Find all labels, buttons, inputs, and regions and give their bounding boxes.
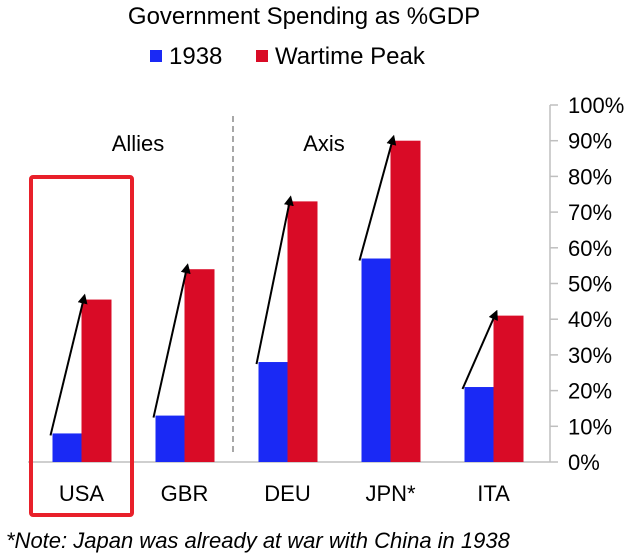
category-label-jpn: JPN* [365, 481, 416, 506]
chart-title: Government Spending as %GDP [128, 3, 480, 30]
arrow-deu [255, 195, 294, 365]
arrow-usa [49, 293, 88, 436]
bar-1938-deu [258, 362, 289, 462]
category-label-gbr: GBR [161, 481, 209, 506]
group-label-axis: Axis [303, 131, 345, 156]
legend-label-wartime-peak: Wartime Peak [275, 43, 426, 70]
category-labels: USA GBR DEU JPN* ITA [59, 481, 510, 506]
bar-1938-usa [52, 433, 83, 462]
group-label-allies: Allies [112, 131, 165, 156]
y-tick-label: 80% [568, 164, 612, 189]
bar-1938-ita [464, 387, 495, 462]
bar-1938-gbr [155, 415, 186, 462]
y-tick-label: 100% [568, 93, 624, 118]
usa-highlight-box [29, 175, 134, 517]
legend-swatch-wartime-peak [256, 50, 268, 62]
bars [52, 140, 524, 462]
y-tick-label: 90% [568, 129, 612, 154]
bar-wartime-peak-deu [287, 201, 318, 462]
legend-label-1938: 1938 [169, 43, 222, 70]
category-label-ita: ITA [477, 481, 510, 506]
arrow-ita [461, 309, 498, 390]
group-labels: Allies Axis [112, 131, 345, 156]
y-tick-label: 70% [568, 200, 612, 225]
arrow-gbr [152, 263, 191, 418]
legend: 1938 Wartime Peak [150, 43, 426, 70]
y-tick-label: 0% [568, 450, 600, 475]
y-tick-label: 50% [568, 272, 612, 297]
bar-wartime-peak-ita [493, 315, 524, 462]
bar-wartime-peak-usa [81, 299, 112, 462]
y-axis-ticks: 0% 10% 20% 30% 40% 50% 60% 70% 80% 90% 100% [550, 93, 624, 475]
y-tick-label: 60% [568, 236, 612, 261]
category-label-deu: DEU [264, 481, 310, 506]
plot-area: 0% 10% 20% 30% 40% 50% 60% 70% 80% 90% 100% USA GBR… [28, 93, 624, 517]
y-tick-label: 40% [568, 307, 612, 332]
arrows [49, 134, 498, 436]
category-label-usa: USA [59, 481, 105, 506]
y-tick-label: 10% [568, 414, 612, 439]
legend-swatch-1938 [150, 50, 162, 62]
bar-1938-jpn [361, 258, 392, 462]
bar-wartime-peak-gbr [184, 269, 215, 462]
y-tick-label: 20% [568, 379, 612, 404]
footnote: *Note: Japan was already at war with Chi… [6, 528, 511, 553]
arrow-jpn [358, 134, 397, 261]
bar-wartime-peak-jpn [390, 140, 421, 462]
y-tick-label: 30% [568, 343, 612, 368]
